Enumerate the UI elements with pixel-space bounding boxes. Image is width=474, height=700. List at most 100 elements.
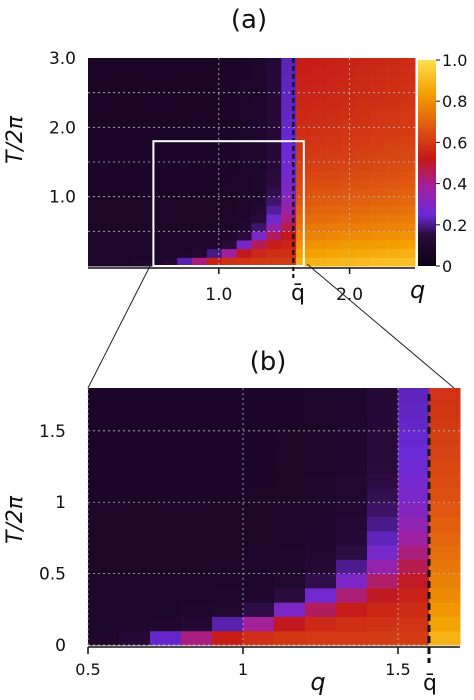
- heatmap-cell: [177, 153, 193, 163]
- heatmap-cell: [340, 214, 357, 224]
- heatmap-cell: [102, 205, 119, 215]
- y-tick-label: 1: [55, 493, 66, 513]
- heatmap-cell: [102, 188, 119, 198]
- heatmap-cell: [206, 110, 223, 120]
- heatmap-cell: [281, 222, 297, 232]
- heatmap-cell: [221, 196, 238, 206]
- heatmap-cell: [385, 75, 401, 85]
- heatmap-cell: [367, 502, 399, 517]
- heatmap-cell: [385, 170, 401, 180]
- heatmap-cell: [181, 388, 213, 403]
- heatmap-cell: [429, 502, 461, 517]
- heatmap-cell: [370, 127, 386, 137]
- heatmap-cell: [340, 144, 357, 154]
- heatmap-cell: [132, 66, 148, 76]
- heatmap-cell: [102, 248, 119, 258]
- heatmap-cell: [88, 66, 104, 76]
- heatmap-cell: [132, 92, 148, 102]
- heatmap-cell: [310, 144, 327, 154]
- heatmap-cell: [274, 430, 306, 446]
- heatmap-cell: [370, 222, 386, 232]
- panel-a-heatmap: [88, 58, 416, 267]
- heatmap-cell: [132, 110, 148, 120]
- heatmap-cell: [181, 416, 213, 432]
- heatmap-cell: [177, 127, 193, 137]
- heatmap-cell: [274, 559, 306, 575]
- heatmap-cell: [221, 231, 238, 241]
- heatmap-cell: [355, 231, 371, 241]
- heatmap-cell: [400, 66, 416, 76]
- heatmap-cell: [221, 118, 238, 128]
- heatmap-cell: [370, 84, 386, 94]
- heatmap-cell: [400, 248, 416, 258]
- heatmap-cell: [181, 630, 213, 646]
- heatmap-cell: [236, 66, 252, 76]
- panel-b-xlabel: q: [310, 668, 325, 696]
- heatmap-cell: [370, 66, 386, 76]
- heatmap-cell: [102, 101, 119, 111]
- heatmap-cell: [355, 240, 371, 250]
- heatmap-cell: [310, 136, 327, 146]
- heatmap-cell: [177, 222, 193, 232]
- heatmap-cell: [181, 502, 213, 517]
- colorbar-tick-label: 0: [442, 257, 452, 276]
- heatmap-cell: [206, 101, 223, 111]
- heatmap-cell: [274, 445, 306, 460]
- heatmap-cell: [266, 214, 282, 224]
- heatmap-cell: [385, 196, 401, 206]
- heatmap-cell: [340, 101, 357, 111]
- heatmap-cell: [88, 58, 104, 68]
- heatmap-cell: [355, 101, 371, 111]
- heatmap-cell: [398, 573, 430, 589]
- heatmap-cell: [340, 205, 357, 215]
- heatmap-cell: [181, 616, 213, 632]
- heatmap-cell: [243, 473, 275, 489]
- heatmap-cell: [251, 222, 267, 232]
- heatmap-cell: [400, 84, 416, 94]
- heatmap-cell: [132, 196, 148, 206]
- heatmap-cell: [119, 516, 151, 532]
- heatmap-cell: [150, 545, 182, 560]
- heatmap-cell: [243, 416, 275, 432]
- heatmap-cell: [206, 179, 223, 189]
- heatmap-cell: [305, 516, 337, 532]
- heatmap-cell: [221, 162, 238, 172]
- heatmap-cell: [88, 430, 120, 446]
- heatmap-cell: [243, 430, 275, 446]
- heatmap-cell: [251, 214, 267, 224]
- heatmap-cell: [429, 602, 461, 617]
- heatmap-cell: [206, 84, 223, 94]
- heatmap-cell: [429, 516, 461, 532]
- heatmap-cell: [162, 92, 178, 102]
- heatmap-cell: [325, 240, 342, 250]
- heatmap-cell: [243, 545, 275, 560]
- heatmap-cell: [305, 416, 337, 432]
- heatmap-cell: [370, 196, 386, 206]
- heatmap-cell: [212, 602, 244, 617]
- heatmap-cell: [119, 402, 151, 418]
- heatmap-cell: [88, 188, 104, 198]
- heatmap-cell: [398, 616, 430, 632]
- heatmap-cell: [325, 75, 342, 85]
- heatmap-cell: [132, 170, 148, 180]
- heatmap-cell: [102, 66, 119, 76]
- heatmap-cell: [281, 231, 297, 241]
- heatmap-cell: [385, 214, 401, 224]
- heatmap-cell: [102, 118, 119, 128]
- heatmap-cell: [192, 75, 208, 85]
- heatmap-cell: [251, 144, 267, 154]
- heatmap-cell: [367, 402, 399, 418]
- heatmap-cell: [266, 257, 282, 267]
- heatmap-cell: [400, 58, 416, 68]
- heatmap-cell: [296, 92, 312, 102]
- heatmap-cell: [162, 118, 178, 128]
- heatmap-cell: [310, 179, 327, 189]
- heatmap-cell: [147, 75, 163, 85]
- heatmap-cell: [266, 179, 282, 189]
- heatmap-cell: [400, 136, 416, 146]
- heatmap-cell: [150, 630, 182, 646]
- heatmap-cell: [88, 170, 104, 180]
- heatmap-cell: [117, 144, 134, 154]
- heatmap-cell: [147, 214, 163, 224]
- heatmap-cell: [243, 573, 275, 589]
